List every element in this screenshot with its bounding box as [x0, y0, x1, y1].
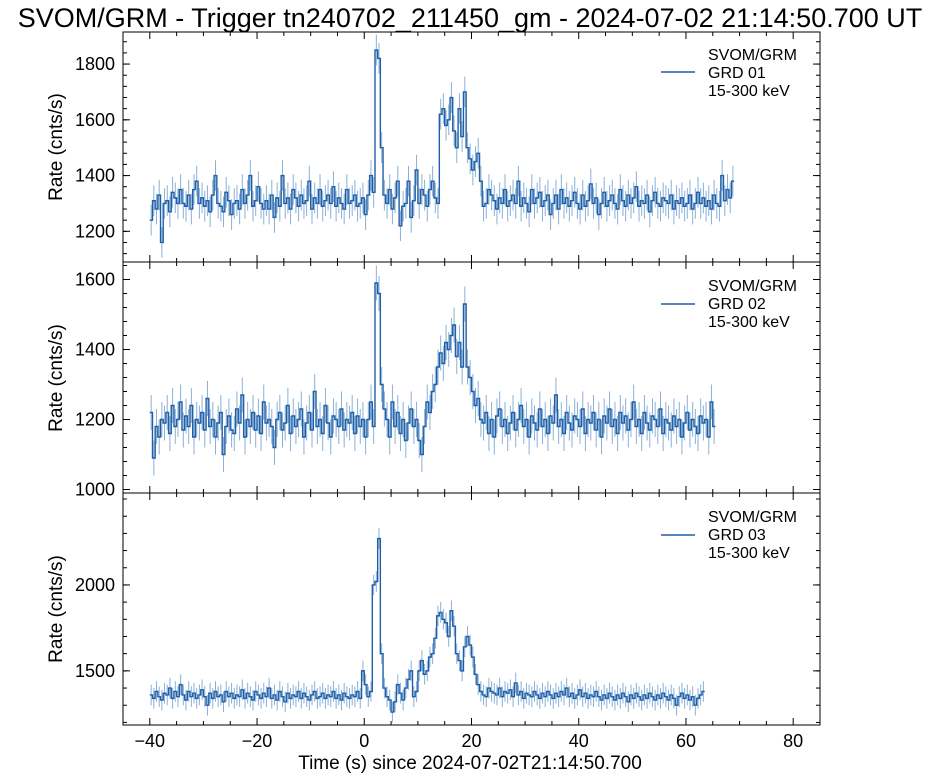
x-tick-label: 80 — [783, 731, 803, 751]
panel-2-series-line — [149, 282, 716, 459]
panel-2-xticks — [122, 262, 821, 493]
x-tick-label: −20 — [242, 731, 273, 751]
panel-2: 1000 1200 1400 1600 Rate (cnts/s) SVOM/GRM … — [46, 261, 821, 500]
panel-1: 1200 1400 1600 1800 Rate (cnts/s) SVOM/GRM … — [46, 31, 821, 263]
panel-3-legend: SVOM/GRM GRD 03 15-300 keV — [661, 509, 797, 562]
panel-1-legend-line-3: 15-300 keV — [708, 83, 790, 100]
panel-2-ylabel: Rate (cnts/s) — [46, 324, 67, 432]
y-tick-label: 2000 — [75, 575, 115, 595]
panel-3-yticks: 1500 2000 — [75, 498, 820, 723]
panel-2-legend-line-3: 15-300 keV — [708, 314, 790, 331]
panel-1-series-line — [149, 49, 735, 244]
panel-3-legend-line-2: GRD 03 — [708, 527, 766, 544]
panel-2-plot — [149, 265, 716, 476]
y-tick-label: 1600 — [75, 110, 115, 130]
chart-title: SVOM/GRM - Trigger tn240702_211450_gm - … — [18, 3, 923, 33]
x-tick-label: −40 — [135, 731, 166, 751]
panel-2-legend: SVOM/GRM GRD 02 15-300 keV — [661, 278, 797, 331]
panel-1-legend-line-1: SVOM/GRM — [708, 47, 797, 64]
x-tick-label: 0 — [359, 731, 369, 751]
panel-2-yticks: 1000 1200 1400 1600 — [75, 265, 820, 500]
panel-3-legend-line-1: SVOM/GRM — [708, 509, 797, 526]
panel-3-plot — [149, 528, 705, 723]
panel-2-legend-line-2: GRD 02 — [708, 296, 766, 313]
y-tick-label: 1800 — [75, 54, 115, 74]
panel-1-legend: SVOM/GRM GRD 01 15-300 keV — [661, 47, 797, 100]
panel-1-plot — [149, 34, 735, 258]
y-tick-label: 1200 — [75, 410, 115, 430]
panel-3-ylabel: Rate (cnts/s) — [46, 555, 67, 663]
panel-1-ylabel: Rate (cnts/s) — [46, 93, 67, 201]
y-tick-label: 1000 — [75, 480, 115, 500]
y-tick-label: 1400 — [75, 166, 115, 186]
panel-1-xticks — [122, 32, 821, 262]
panel-3-series-line — [149, 537, 705, 713]
x-tick-label: 20 — [461, 731, 481, 751]
panel-3: 1500 2000 Rate (cnts/s) SVOM/GRM GRD 03 1… — [46, 492, 821, 726]
y-tick-label: 1500 — [75, 661, 115, 681]
x-tick-label: 40 — [569, 731, 589, 751]
x-tick-label: 60 — [676, 731, 696, 751]
panel-3-xticks — [122, 493, 821, 725]
y-tick-label: 1400 — [75, 340, 115, 360]
x-axis-label: Time (s) since 2024-07-02T21:14:50.700 — [298, 753, 642, 774]
panel-2-legend-line-1: SVOM/GRM — [708, 278, 797, 295]
x-tick-labels: −40 −20 0 20 40 60 80 — [135, 731, 804, 751]
y-tick-label: 1200 — [75, 221, 115, 241]
panel-1-legend-line-2: GRD 01 — [708, 65, 766, 82]
y-tick-label: 1600 — [75, 270, 115, 290]
panel-1-yticks: 1200 1400 1600 1800 — [75, 41, 820, 255]
panel-3-legend-line-3: 15-300 keV — [708, 545, 790, 562]
